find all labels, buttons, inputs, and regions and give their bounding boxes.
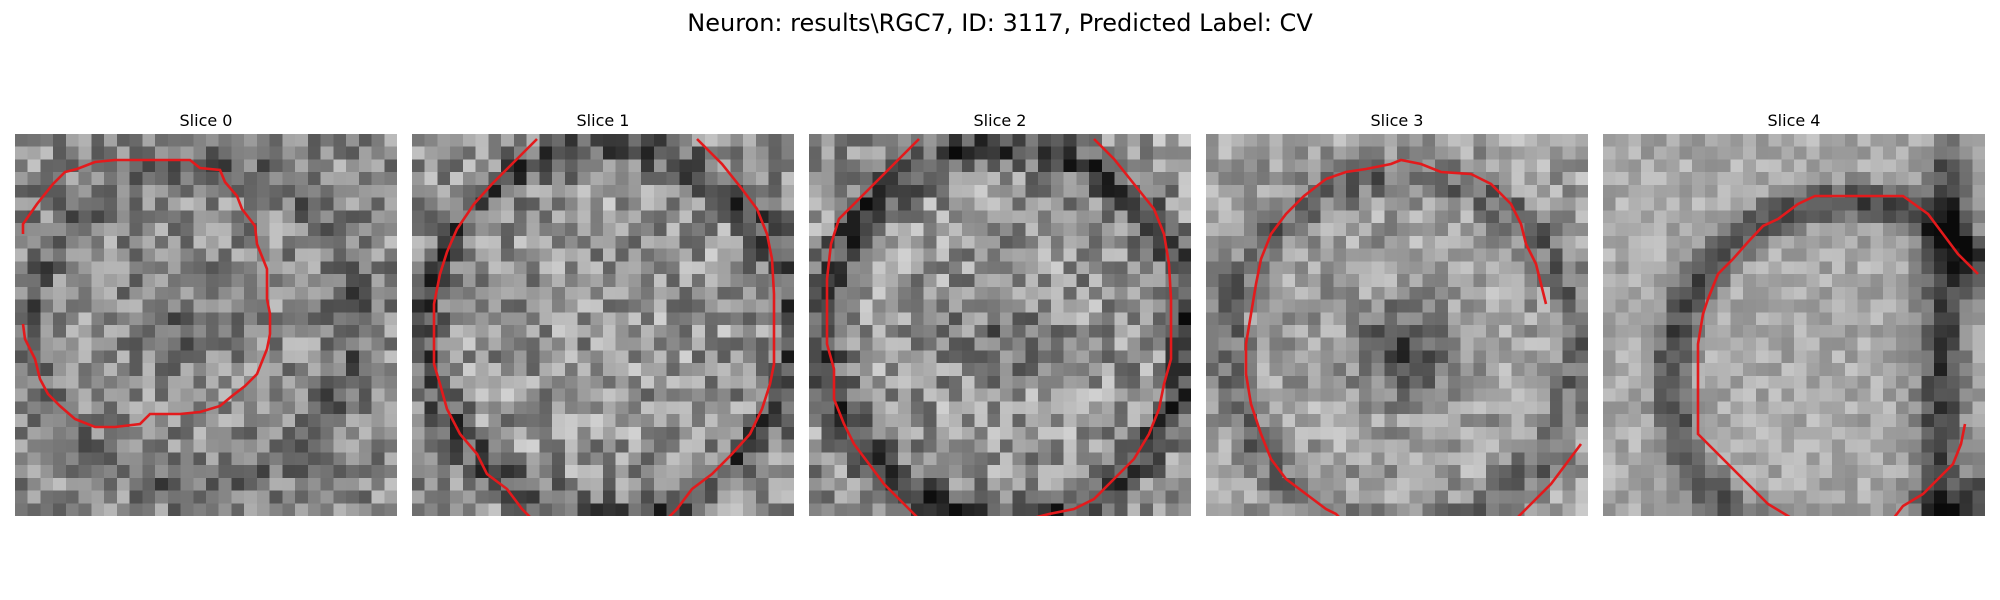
contour-overlay-1 (432, 138, 776, 516)
slice-image-1 (412, 134, 794, 516)
slice-panel-1: Slice 1 (412, 110, 794, 516)
segmentation-contour (1035, 138, 1173, 516)
contour-overlay-0 (21, 158, 272, 429)
slice-image-0 (15, 134, 397, 516)
segmentation-contour (21, 158, 272, 429)
segmentation-contour (825, 138, 920, 516)
segmentation-contour (1325, 158, 1548, 305)
segmentation-contour (1696, 194, 1979, 516)
contour-overlay-2 (825, 138, 1173, 516)
slice-panel-0: Slice 0 (15, 110, 397, 516)
segmentation-contour (1517, 443, 1583, 516)
slice-image-4 (1603, 134, 1985, 516)
slice-image-3 (1206, 134, 1588, 516)
slice-title-2: Slice 2 (973, 111, 1027, 130)
segmentation-contour (1244, 177, 1340, 516)
slice-panel-3: Slice 3 (1206, 110, 1588, 516)
slice-panel-4: Slice 4 (1603, 110, 1985, 516)
slice-title-0: Slice 0 (179, 111, 233, 130)
slice-panel-2: Slice 2 (809, 110, 1191, 516)
slice-title-1: Slice 1 (576, 111, 630, 130)
microscopy-patch-0 (15, 134, 397, 516)
figure-title: Neuron: results\RGC7, ID: 3117, Predicte… (687, 9, 1313, 37)
microscopy-patch-2 (809, 134, 1191, 516)
segmentation-contour (668, 138, 776, 516)
contour-overlay-4 (1696, 194, 1979, 516)
segmentation-contour (432, 138, 538, 516)
microscopy-patch-4 (1603, 134, 1985, 516)
slice-title-3: Slice 3 (1370, 111, 1424, 130)
contour-overlay-3 (1244, 158, 1583, 516)
slice-title-4: Slice 4 (1767, 111, 1821, 130)
slice-image-2 (809, 134, 1191, 516)
